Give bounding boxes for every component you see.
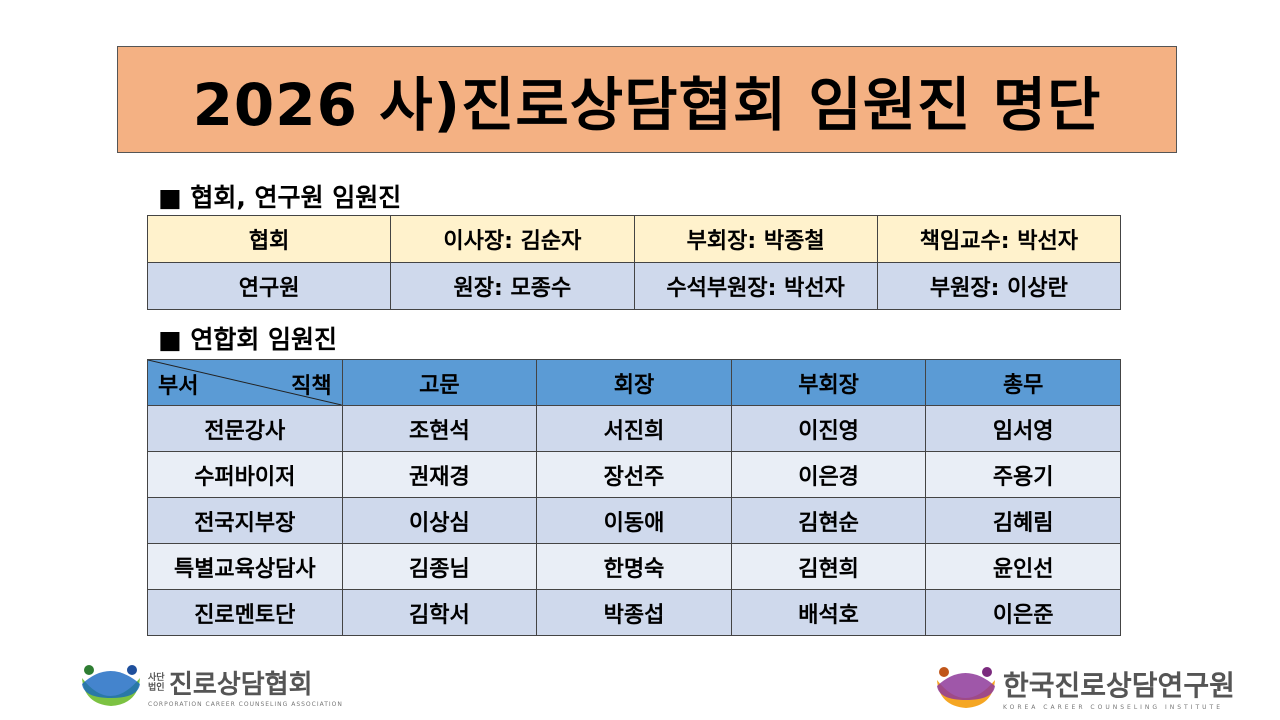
officer-name-cell: 서진희 xyxy=(536,405,732,452)
department-cell: 전국지부장 xyxy=(147,497,343,544)
logo-subtitle: CORPORATION CAREER COUNSELING ASSOCIATIO… xyxy=(148,701,343,708)
federation-officers-table: 부서 직책 고문 회장 부회장 총무 전문강사 조현석 서진희 이진영 임서영 수퍼바이저… xyxy=(147,359,1121,636)
table-cell: 부회장: 박종철 xyxy=(633,215,878,263)
table-row: 특별교육상담사 김종님 한명숙 김현희 윤인선 xyxy=(147,543,1121,590)
column-header: 부회장 xyxy=(730,359,927,406)
corner-header-cell: 부서 직책 xyxy=(147,359,343,406)
logo-name: 진로상담협회 xyxy=(169,670,313,700)
officer-name-cell: 이은준 xyxy=(925,589,1121,636)
logo-prefix: 사단법인 xyxy=(148,672,165,693)
institute-logo-icon xyxy=(937,666,995,708)
officer-name-cell: 윤인선 xyxy=(925,543,1121,590)
officer-name-cell: 이진영 xyxy=(730,405,927,452)
officer-name-cell: 이상심 xyxy=(341,497,538,544)
officer-name-cell: 김혜림 xyxy=(925,497,1121,544)
table-cell: 책임교수: 박선자 xyxy=(876,215,1122,263)
officer-name-cell: 배석호 xyxy=(730,589,927,636)
association-officers-table: 협회 이사장: 김순자 부회장: 박종철 책임교수: 박선자 연구원 원장: 모… xyxy=(146,215,1122,310)
officer-name-cell: 임서영 xyxy=(925,405,1121,452)
officer-name-cell: 이은경 xyxy=(730,451,927,498)
officer-name-cell: 김학서 xyxy=(341,589,538,636)
table-cell: 협회 xyxy=(146,215,392,263)
institute-logo: 한국진로상담연구원 KOREA CAREER COUNSELING INSTIT… xyxy=(935,664,1235,711)
table-row: 전국지부장 이상심 이동애 김현순 김혜림 xyxy=(147,497,1121,544)
corner-label-dept: 부서 xyxy=(158,374,199,399)
logo-subtitle: KOREA CAREER COUNSELING INSTITUTE xyxy=(1003,704,1223,711)
page-title: 2026 사)진로상담협회 임원진 명단 xyxy=(117,46,1177,153)
section-heading-association: ■ 협회, 연구원 임원진 xyxy=(158,183,402,212)
officer-name-cell: 이동애 xyxy=(536,497,732,544)
officer-name-cell: 주용기 xyxy=(925,451,1121,498)
officer-name-cell: 권재경 xyxy=(341,451,538,498)
table-row: 전문강사 조현석 서진희 이진영 임서영 xyxy=(147,405,1121,452)
department-cell: 수퍼바이저 xyxy=(147,451,343,498)
officer-name-cell: 장선주 xyxy=(536,451,732,498)
association-logo-icon xyxy=(82,665,140,706)
officer-name-cell: 조현석 xyxy=(341,405,538,452)
diagonal-divider xyxy=(148,360,342,405)
department-cell: 특별교육상담사 xyxy=(147,543,343,590)
table-cell: 부원장: 이상란 xyxy=(876,262,1122,310)
table-cell: 이사장: 김순자 xyxy=(390,215,635,263)
officer-name-cell: 김현순 xyxy=(730,497,927,544)
column-header: 회장 xyxy=(536,359,732,406)
officer-name-cell: 김현희 xyxy=(730,543,927,590)
section-heading-federation: ■ 연합회 임원진 xyxy=(158,325,338,354)
corner-label-role: 직책 xyxy=(291,374,332,399)
column-header: 고문 xyxy=(341,359,538,406)
department-cell: 진로멘토단 xyxy=(147,589,343,636)
column-header: 총무 xyxy=(925,359,1121,406)
logo-name: 한국진로상담연구원 xyxy=(1003,669,1235,702)
table-cell: 연구원 xyxy=(146,262,392,310)
table-row: 수퍼바이저 권재경 장선주 이은경 주용기 xyxy=(147,451,1121,498)
table-row: 연구원 원장: 모종수 수석부원장: 박선자 부원장: 이상란 xyxy=(146,262,1122,310)
department-cell: 전문강사 xyxy=(147,405,343,452)
association-logo: 사단법인 진로상담협회 CORPORATION CAREER COUNSELIN… xyxy=(80,664,343,708)
officer-name-cell: 한명숙 xyxy=(536,543,732,590)
table-row: 협회 이사장: 김순자 부회장: 박종철 책임교수: 박선자 xyxy=(146,215,1122,263)
officer-name-cell: 박종섭 xyxy=(536,589,732,636)
officer-name-cell: 김종님 xyxy=(341,543,538,590)
table-header-row: 부서 직책 고문 회장 부회장 총무 xyxy=(147,359,1121,406)
table-cell: 원장: 모종수 xyxy=(390,262,635,310)
table-cell: 수석부원장: 박선자 xyxy=(633,262,878,310)
table-row: 진로멘토단 김학서 박종섭 배석호 이은준 xyxy=(147,589,1121,636)
